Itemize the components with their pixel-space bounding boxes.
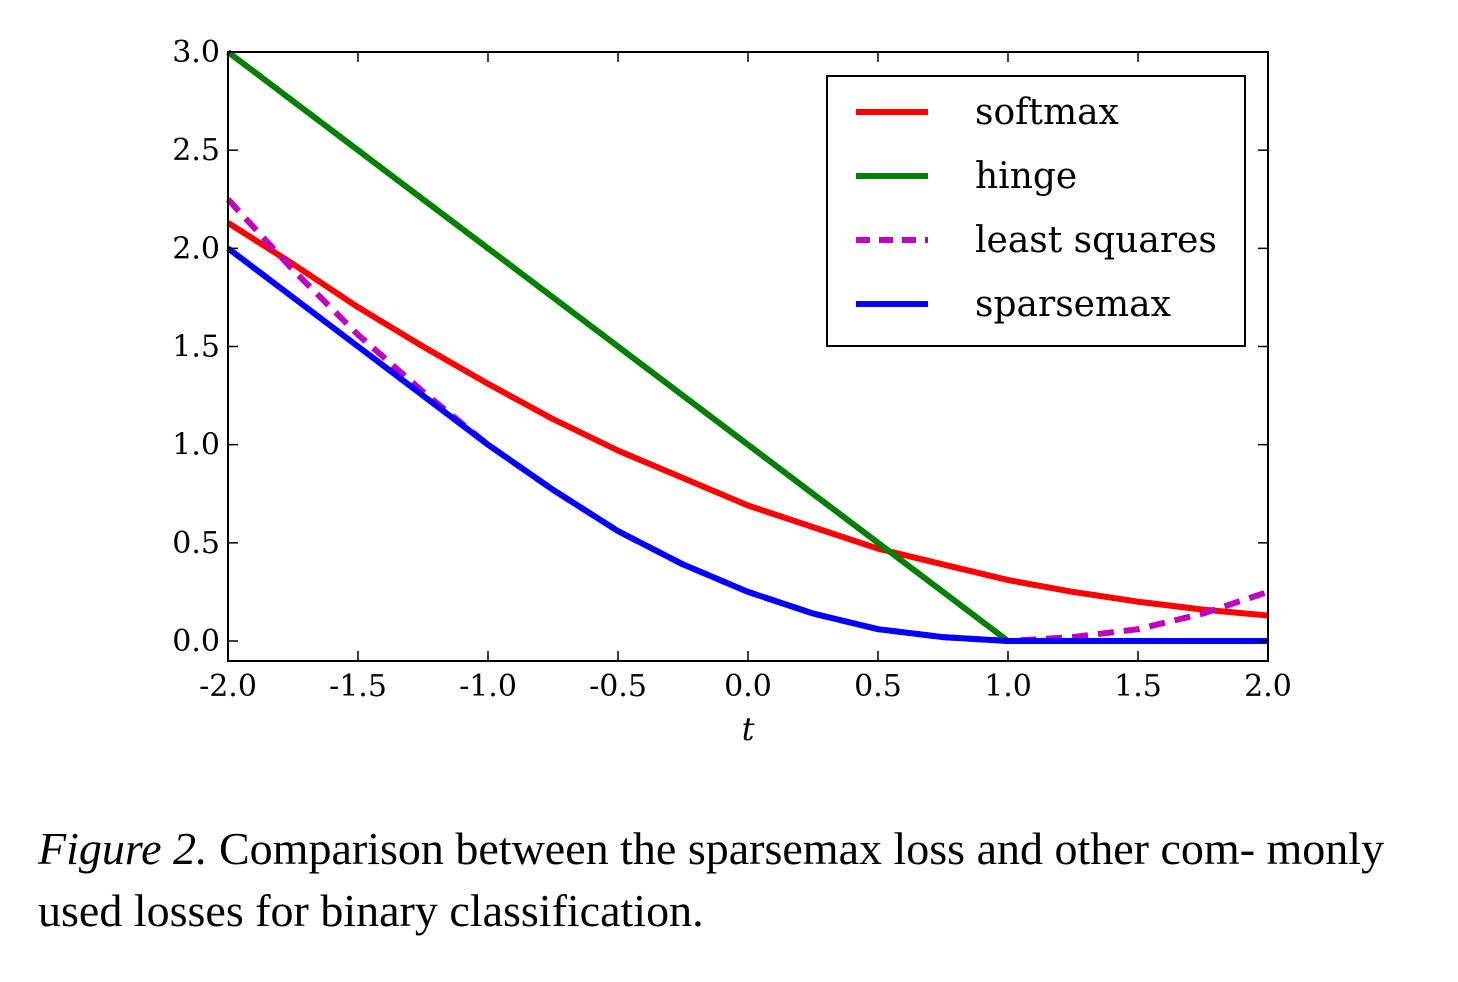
y-tick-label: 1.0 xyxy=(172,428,220,463)
caption-text: Comparison between the sparsemax loss an… xyxy=(38,823,1385,936)
legend-label-hinge: hinge xyxy=(975,156,1077,197)
figure-number: Figure 2. xyxy=(38,823,208,874)
y-tick-label: 0.0 xyxy=(172,624,220,659)
line-chart: -2.0 -1.5 -1.0 -0.5 0.0 0.5 1.0 1.5 2.0 0.0 0.5 1.0… xyxy=(172,35,1292,748)
x-tick-label: 0.5 xyxy=(854,669,902,704)
legend: softmax hinge least squares sparsemax xyxy=(826,75,1246,347)
chart-figure: -2.0 -1.5 -1.0 -0.5 0.0 0.5 1.0 1.5 2.0 0.0 0.5 1.0… xyxy=(172,35,1292,748)
axis-tick-labels: -2.0 -1.5 -1.0 -0.5 0.0 0.5 1.0 1.5 2.0 0.0 0.5 1.0… xyxy=(172,35,1292,704)
x-tick-label: 1.0 xyxy=(984,669,1032,704)
y-tick-label: 0.5 xyxy=(172,526,220,561)
x-tick-label: -1.0 xyxy=(459,669,517,704)
y-tick-label: 2.5 xyxy=(172,133,220,168)
y-tick-label: 3.0 xyxy=(172,35,220,70)
x-tick-label: -0.5 xyxy=(589,669,647,704)
x-tick-label: -2.0 xyxy=(199,669,257,704)
x-tick-label: 2.0 xyxy=(1244,669,1292,704)
x-tick-label: 1.5 xyxy=(1114,669,1162,704)
legend-label-softmax: softmax xyxy=(975,92,1119,133)
x-tick-label: -1.5 xyxy=(329,669,387,704)
axis-ticks xyxy=(227,51,1269,661)
figure-caption: Figure 2. Comparison between the sparsem… xyxy=(38,818,1428,942)
series-line-softmax xyxy=(226,220,1269,619)
plot-lines xyxy=(225,49,1269,644)
x-axis-label: t xyxy=(742,710,755,748)
legend-label-least-squares: least squares xyxy=(975,220,1217,261)
series-line-sparsemax xyxy=(226,245,1268,644)
legend-label-sparsemax: sparsemax xyxy=(975,284,1171,325)
legend-entries: softmax hinge least squares sparsemax xyxy=(856,92,1217,325)
y-tick-label: 2.0 xyxy=(172,231,220,266)
x-tick-label: 0.0 xyxy=(724,669,772,704)
y-tick-label: 1.5 xyxy=(172,330,220,365)
